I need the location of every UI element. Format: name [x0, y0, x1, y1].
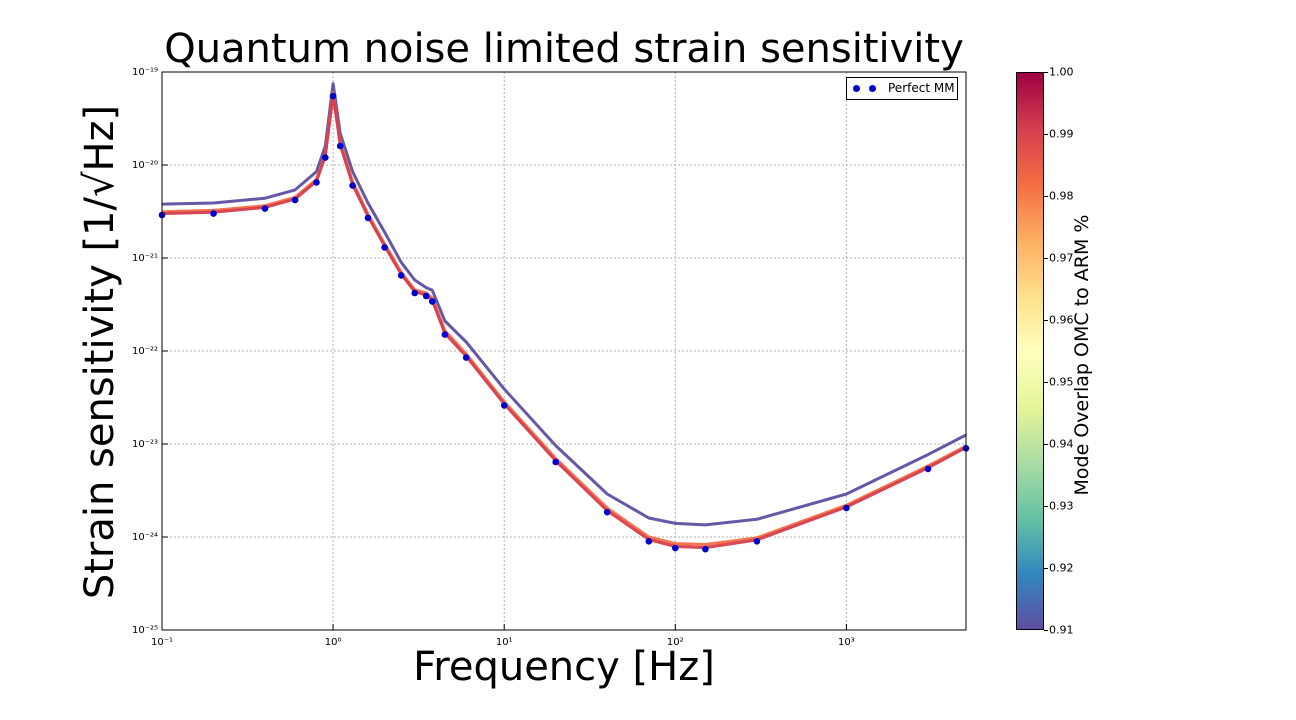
x-axis-label: Frequency [Hz]: [413, 644, 715, 690]
data-point: [441, 331, 449, 338]
y-tick-label: 10⁻²¹: [132, 253, 158, 264]
colorbar-tick-label: 0.95: [1049, 375, 1074, 389]
ticks: 10⁻¹ 10⁰ 10¹ 10² 10³ 10⁻²⁵ 10⁻²⁴ 10⁻²³ 10⁻²² 10⁻²…: [132, 67, 855, 648]
y-tick-label: 10⁻²⁵: [132, 625, 158, 636]
data-point: [411, 289, 419, 297]
data-point: [645, 538, 653, 545]
data-point: [381, 244, 388, 251]
data-point: [843, 504, 850, 512]
data-point: [500, 402, 508, 409]
colorbar-tick: [1044, 319, 1048, 321]
grid: [161, 71, 966, 631]
colorbar: [1016, 72, 1044, 630]
x-tick-label: 10³: [838, 637, 855, 648]
legend-marker: [851, 85, 877, 93]
x-tick-label: 10¹: [496, 637, 513, 648]
data-point: [210, 210, 217, 217]
data-point: [291, 196, 299, 204]
colorbar-tick: [1044, 381, 1048, 383]
y-tick-label: 10⁻²²: [132, 346, 158, 357]
colorbar-tick: [1044, 443, 1048, 445]
data-point: [753, 538, 761, 545]
data-point: [349, 182, 356, 189]
y-tick-label: 10⁻²⁴: [132, 532, 158, 543]
colorbar-tick-label: 0.98: [1049, 189, 1074, 203]
chart-title: Quantum noise limited strain sensitivity: [164, 26, 964, 72]
colorbar-tick-label: 1.00: [1049, 65, 1074, 79]
x-tick-label: 10²: [667, 637, 684, 648]
x-tick-label: 10⁰: [325, 637, 342, 648]
colorbar-tick: [1044, 133, 1048, 135]
y-tick-label: 10⁻²⁰: [132, 160, 158, 171]
colorbar-label: Mode Overlap OMC to ARM %: [1071, 214, 1093, 496]
y-tick-label: 10⁻¹⁹: [132, 67, 158, 78]
legend: Perfect MM: [846, 77, 958, 100]
colorbar-tick-label: 0.97: [1049, 251, 1074, 265]
colorbar-tick: [1044, 505, 1048, 507]
colorbar-tick-label: 0.94: [1049, 437, 1074, 451]
data-point: [329, 92, 337, 100]
y-axis-label: Strain sensitivity [1/√Hz]: [77, 104, 123, 600]
colorbar-tick: [1044, 629, 1048, 631]
series-layer: [161, 82, 967, 550]
y-tick-label: 10⁻²³: [132, 439, 158, 450]
data-point: [462, 354, 470, 361]
series-line: [161, 91, 967, 546]
colorbar-tick: [1044, 567, 1048, 569]
data-point: [429, 298, 436, 305]
data-point: [261, 205, 269, 212]
x-tick-label: 10⁻¹: [151, 637, 173, 648]
data-point: [702, 545, 709, 553]
data-point: [364, 214, 372, 222]
data-point: [397, 272, 405, 279]
series-line: [161, 82, 967, 527]
legend-label: Perfect MM: [888, 81, 955, 95]
data-point: [313, 179, 320, 186]
data-point: [422, 292, 430, 300]
colorbar-tick: [1044, 71, 1048, 73]
colorbar-tick: [1044, 195, 1048, 197]
reference-series: [158, 92, 970, 553]
series-line: [161, 93, 967, 550]
colorbar-tick-label: 0.96: [1049, 313, 1074, 327]
data-point: [336, 142, 344, 150]
colorbar-tick-label: 0.93: [1049, 499, 1074, 513]
data-point: [322, 154, 329, 161]
colorbar-tick: [1044, 257, 1048, 259]
colorbar-tick-label: 0.99: [1049, 127, 1074, 141]
colorbar-tick-label: 0.91: [1049, 623, 1074, 637]
data-point: [672, 544, 679, 552]
data-point: [552, 458, 559, 466]
data-point: [603, 508, 611, 516]
data-point: [924, 465, 932, 473]
colorbar-tick-label: 0.92: [1049, 561, 1074, 575]
